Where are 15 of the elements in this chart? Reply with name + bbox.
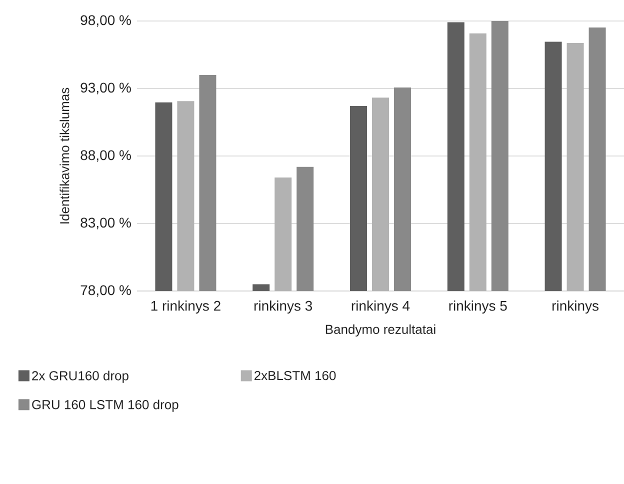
x-tick-label: rinkinys 3: [254, 300, 312, 314]
legend-label: 2x GRU160 drop: [32, 370, 128, 383]
y-tick-label: 83,00 %: [80, 218, 131, 230]
y-tick-label: 78,00 %: [80, 285, 131, 297]
y-tick-label: 98,00 %: [80, 15, 131, 27]
legend-label: 2xBLSTM 160: [254, 370, 336, 380]
y-axis-title: Identifikavimo tikslumas: [60, 88, 70, 224]
x-axis-title: Bandymo rezultatai: [326, 324, 436, 337]
x-tick-label: rinkinys 4: [352, 300, 410, 314]
y-tick-label: 93,00 %: [80, 82, 131, 94]
x-tick-label: rinkinys 5: [449, 300, 507, 314]
legend-label: GRU 160 LSTM 160 drop: [32, 400, 178, 412]
x-tick-label: 1 rinkinys 2: [151, 300, 220, 314]
y-tick-label: 88,00 %: [80, 150, 131, 162]
x-tick-label: rinkinys: [552, 300, 599, 314]
